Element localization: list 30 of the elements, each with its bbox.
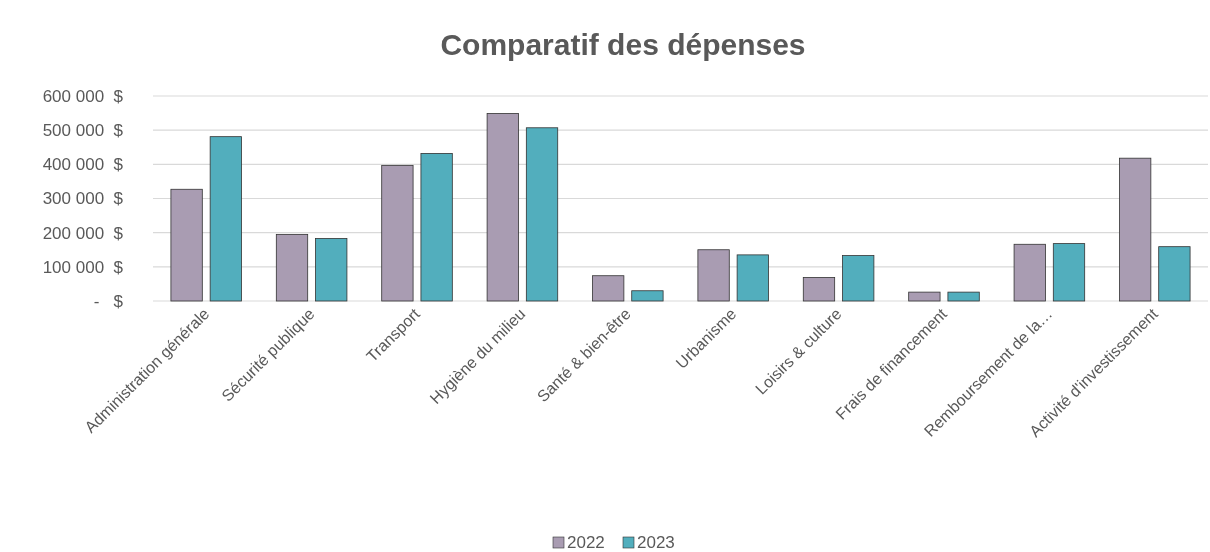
y-tick-label: 200 000 $ [42,223,124,243]
bar [315,238,348,302]
bar [908,291,941,302]
chart-title: Comparatif des dépenses [440,28,806,61]
bar [631,290,664,302]
legend-label: 2022 [567,533,605,552]
y-tick-label: 300 000 $ [42,189,124,209]
bar [842,255,875,302]
bar [209,136,242,302]
bar [1013,243,1046,302]
bar [275,233,309,302]
y-tick-label: 400 000 $ [42,155,124,175]
y-tick-label: 500 000 $ [42,121,124,141]
bar [486,113,519,302]
bar [1119,157,1152,302]
bar [1052,243,1086,302]
legend-label: 2023 [637,533,675,552]
bar [592,275,625,302]
bar [170,188,203,302]
bar [420,153,453,302]
bar [802,277,836,302]
bar [697,249,730,302]
bar [736,254,769,302]
bar [1158,246,1191,302]
bar [381,164,414,302]
bar [525,127,559,302]
y-tick-label: 600 000 $ [42,86,124,106]
bar [947,291,980,302]
y-tick-label: - $ [93,291,124,311]
y-tick-label: 100 000 $ [42,257,124,277]
